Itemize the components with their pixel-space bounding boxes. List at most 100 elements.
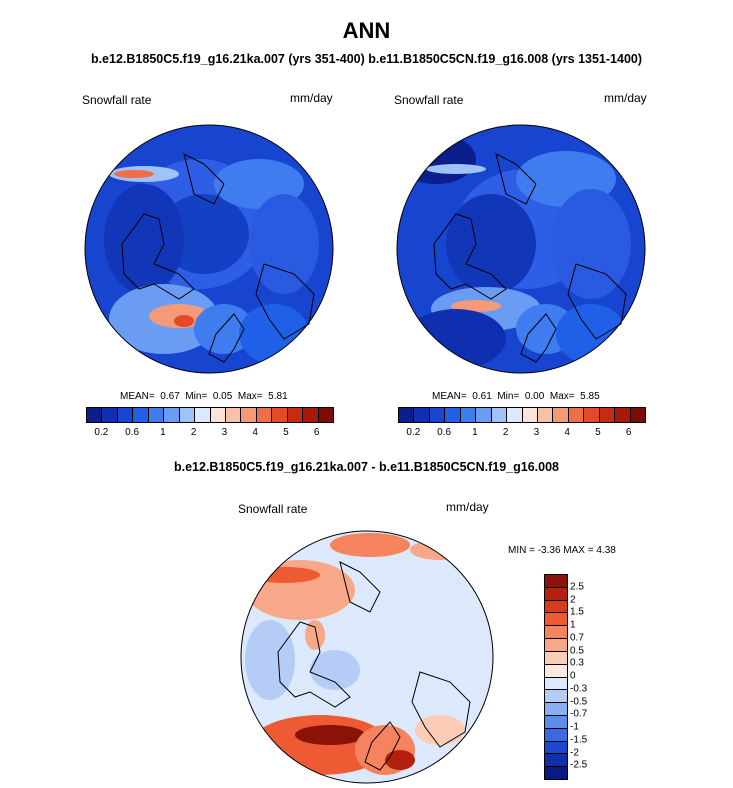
colorbar-swatch [460,408,477,422]
page-title: ANN [342,18,391,43]
colorbar-tick-label: -1 [570,721,579,733]
colorbar-swatch [522,408,538,422]
colorbar-tick-label: 0.6 [437,427,452,438]
colorbar-tick-label: 0.5 [570,645,584,656]
colorbar-swatch [584,408,600,422]
colorbar-swatch [87,408,103,422]
colorbar-tick-label: 2 [570,594,576,605]
colorbar-tick-label: -0.3 [570,683,588,695]
colorbar-swatch [476,408,492,422]
colorbar-swatch [414,408,430,422]
colorbar-swatch [545,651,567,665]
diff-units: mm/day [446,500,489,514]
panel2-min-value: 0.00 [524,391,545,402]
colorbar-swatch [287,408,304,422]
colorbar-tick-label: 0.2 [406,427,421,438]
colorbar-swatch [615,408,631,422]
colorbar-swatch [545,626,567,640]
diff-field-label: Snowfall rate [238,502,308,516]
colorbar-swatch [545,690,567,704]
colorbar-swatch [553,408,569,422]
colorbar-tick-label: 6 [313,427,320,438]
colorbar-swatch [545,639,567,652]
colorbar-tick-label: -1.5 [570,734,588,746]
colorbar-swatch [225,408,242,422]
panel2-colorbar [398,407,646,423]
diff-colorbar [544,574,568,780]
panel2-stats: MEAN= 0.61 Min= 0.00 Max= 5.85 [432,391,600,402]
colorbar-swatch [545,715,567,729]
colorbar-swatch [545,677,567,691]
colorbar-tick-label: 0.6 [125,427,140,438]
colorbar-tick-label: 2.5 [570,581,584,593]
panel1-field-label: Snowfall rate [82,93,152,107]
panel2-units: mm/day [604,91,647,105]
colorbar-tick-label: 0.2 [94,427,109,438]
colorbar-swatch [545,575,567,588]
colorbar-swatch [102,408,118,422]
panel2-max-value: 5.85 [580,391,600,402]
colorbar-tick-label: 3 [533,427,540,438]
panel1-polar-map [84,124,334,374]
colorbar-swatch [545,600,567,614]
colorbar-tick-label: 5 [595,427,601,438]
colorbar-tick-label: -2.5 [570,759,588,771]
colorbar-tick-label: 1.5 [570,606,584,618]
colorbar-swatch [210,408,226,422]
colorbar-swatch [399,408,415,422]
colorbar-swatch [545,754,567,768]
panel2-polar-map [396,124,646,374]
colorbar-tick-label: 4 [252,427,258,438]
colorbar-swatch [545,728,567,742]
colorbar-swatch [568,408,585,422]
panel2-mean-value: 0.61 [472,391,492,402]
colorbar-tick-label: 6 [625,427,632,438]
colorbar-tick-label: 4 [564,427,570,438]
colorbar-tick-label: 5 [283,427,289,438]
colorbar-tick-label: -2 [570,747,579,758]
colorbar-tick-label: 2 [502,427,509,438]
colorbar-swatch [545,587,567,601]
colorbar-tick-label: 1 [472,427,478,438]
colorbar-swatch [445,408,461,422]
panel1-max-value: 5.81 [268,391,288,402]
panel1-min-value: 0.05 [212,391,233,402]
colorbar-swatch [318,408,333,422]
colorbar-swatch [272,408,288,422]
colorbar-tick-label: 1 [160,427,166,438]
colorbar-swatch [507,408,523,422]
colorbar-swatch [164,408,180,422]
colorbar-swatch [179,408,196,422]
colorbar-swatch [241,408,257,422]
colorbar-swatch [630,408,645,422]
colorbar-swatch [148,408,165,422]
colorbar-tick-label: 3 [221,427,228,438]
panel1-mean-value: 0.67 [160,391,180,402]
panel1-stats: MEAN= 0.67 Min= 0.05 Max= 5.81 [120,391,288,402]
colorbar-tick-label: -0.5 [570,696,588,707]
colorbar-tick-label: 0.7 [570,632,584,644]
colorbar-swatch [117,408,134,422]
colorbar-swatch [537,408,554,422]
colorbar-swatch [256,408,273,422]
page-subtitle: b.e12.B1850C5.f19_g16.21ka.007 (yrs 351-… [90,52,643,66]
diff-title: b.e12.B1850C5.f19_g16.21ka.007 - b.e11.B… [174,460,559,474]
colorbar-tick-label: 1 [570,619,576,631]
colorbar-swatch [545,664,567,678]
colorbar-tick-label: -0.7 [570,708,588,720]
colorbar-swatch [491,408,508,422]
diff-stats: MIN = -3.36 MAX = 4.38 [508,545,616,556]
colorbar-swatch [599,408,616,422]
colorbar-swatch [429,408,446,422]
colorbar-tick-label: 0.3 [570,657,584,669]
colorbar-swatch [545,613,567,627]
colorbar-swatch [545,703,567,716]
colorbar-tick-label: 0 [570,670,576,682]
colorbar-tick-label: 2 [190,427,197,438]
diff-polar-map [240,530,494,784]
panel1-colorbar [86,407,334,423]
colorbar-swatch [545,767,567,779]
colorbar-swatch [133,408,149,422]
panel2-field-label: Snowfall rate [394,93,464,107]
colorbar-swatch [195,408,211,422]
